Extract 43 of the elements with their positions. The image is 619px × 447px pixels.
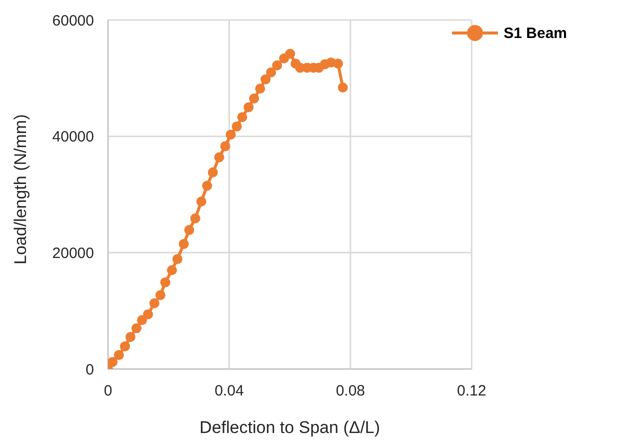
point [214, 152, 224, 162]
y-tick-label: 20000 [52, 244, 94, 262]
point [272, 60, 282, 70]
point [155, 290, 166, 300]
point [244, 102, 254, 112]
point [149, 298, 160, 308]
point [125, 332, 136, 342]
point [237, 112, 248, 122]
point [114, 350, 124, 360]
point [285, 48, 296, 59]
point [166, 265, 177, 276]
point [131, 323, 142, 334]
x-tick-label: 0.04 [214, 382, 244, 400]
x-tick-label: 0.12 [457, 382, 486, 400]
point [190, 213, 200, 224]
point [208, 167, 218, 178]
point [338, 82, 348, 92]
point [266, 67, 276, 78]
legend-label: S1 Beam [504, 24, 567, 42]
x-tick-label: 0 [104, 382, 112, 400]
y-tick-label: 60000 [52, 12, 94, 30]
point [143, 309, 153, 320]
point [108, 357, 118, 368]
point [332, 58, 343, 69]
point [255, 84, 266, 94]
point [249, 94, 260, 104]
point [196, 196, 206, 206]
point [160, 277, 170, 288]
y-tick-label: 40000 [52, 128, 94, 146]
y-tick-label: 0 [86, 361, 94, 378]
x-tick-label: 0.08 [336, 382, 366, 400]
point [178, 238, 189, 249]
point [184, 224, 194, 235]
point [232, 121, 242, 132]
y-axis-title: Load/length (N/mm) [11, 114, 30, 264]
point [136, 315, 147, 326]
point [260, 74, 271, 84]
point [226, 130, 236, 140]
point [220, 141, 230, 152]
x-axis-title: Deflection to Span (Δ/L) [200, 418, 380, 438]
point [202, 180, 212, 191]
point [120, 341, 130, 352]
point [172, 254, 182, 264]
